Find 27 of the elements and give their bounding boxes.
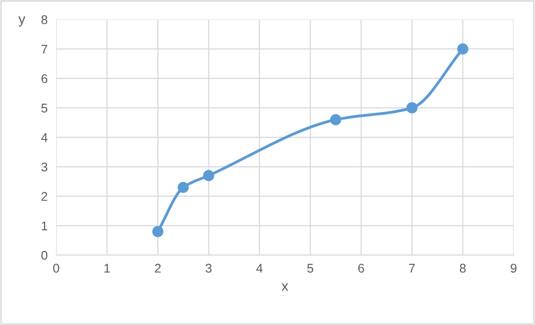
point [178,182,189,193]
y-tick-label: 6 [42,74,48,84]
x-axis-title: x [282,283,288,291]
point [457,43,468,55]
y-tick-label: 7 [42,44,48,54]
x-tick-label: 2 [154,264,161,273]
y-tick-label: 4 [41,133,48,142]
point [152,226,164,238]
x-tick-label: 5 [307,264,314,273]
x-tick-label: 7 [409,264,415,273]
x-tick-label: 3 [206,264,212,273]
point [406,102,418,114]
x-tick-label: 8 [460,264,466,273]
x-tick-label: 4 [256,264,263,273]
point [203,170,214,182]
y-axis-title: y [18,16,26,27]
x-tick-label: 9 [510,264,516,273]
y-tick-label: 0 [41,250,48,260]
y-tick-label: 3 [41,162,48,172]
x-tick-label: 1 [104,264,110,273]
y-tick-label: 5 [41,104,48,113]
y-tick-label: 8 [41,15,48,24]
point [330,114,342,126]
x-tick-label: 6 [358,264,364,273]
x-tick-label: 0 [53,264,60,273]
y-tick-label: 1 [42,222,48,230]
y-tick-label: 2 [42,192,48,201]
